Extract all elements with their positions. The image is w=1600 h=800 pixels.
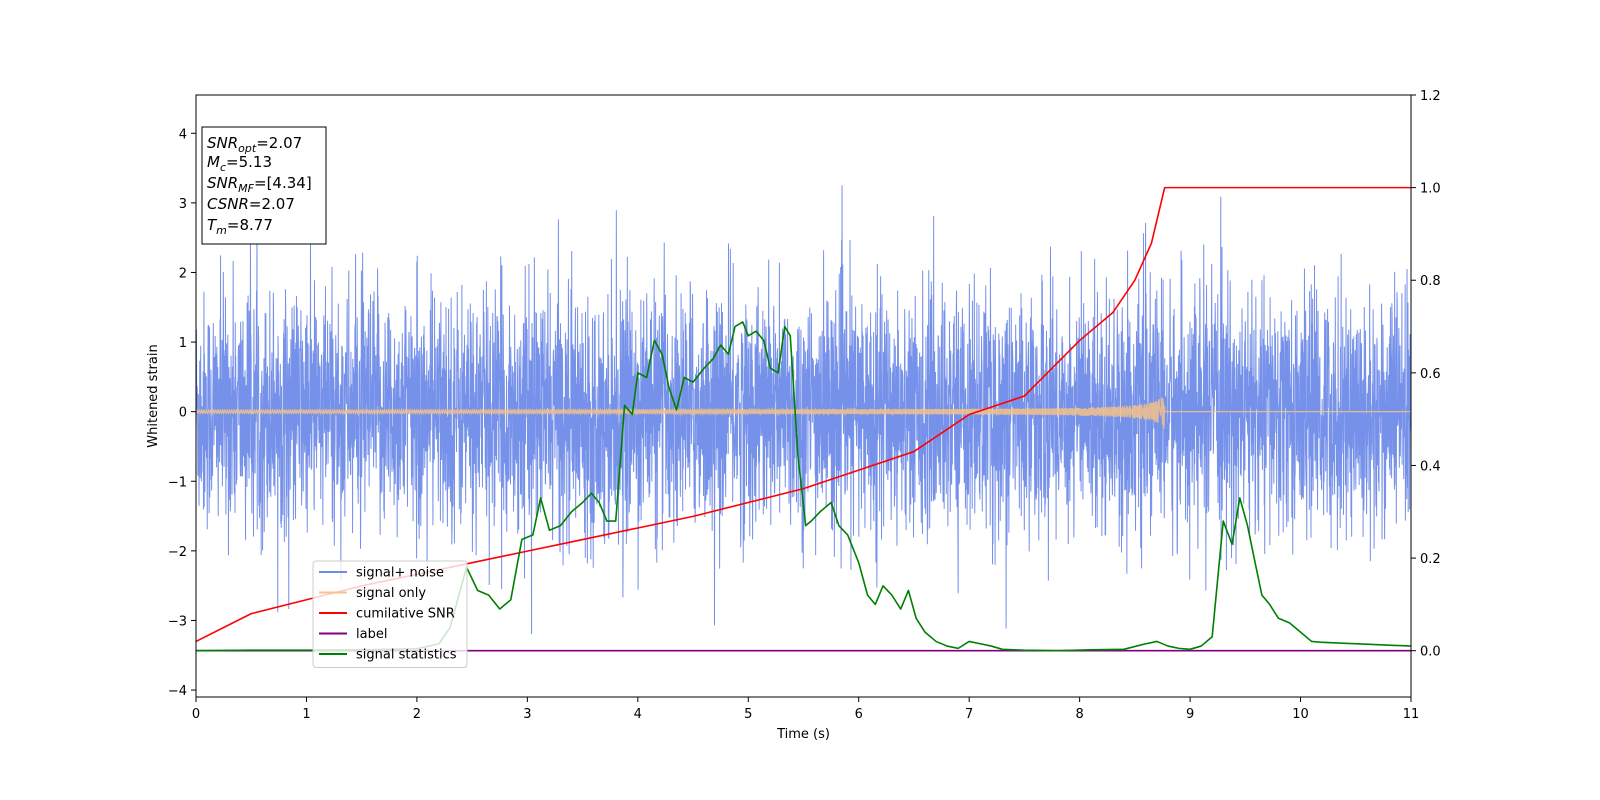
y-left-tick-label: −3 [168,614,187,629]
plot-frame [195,94,1412,698]
y-axis-left: −4 −3 −2 −1 0 1 2 3 4 [168,127,196,699]
y-left-tick-label: 4 [179,127,187,142]
x-axis-label: Time (s) [776,727,830,742]
signal-only-series-layer [195,397,1411,429]
x-tick-label: 9 [1186,707,1194,722]
legend-entry-label: label [356,627,387,642]
annotation-line: CSNR=2.07 [207,195,295,213]
x-tick-label: 10 [1292,707,1309,722]
x-tick-label: 11 [1403,707,1420,722]
y-left-tick-label: 3 [179,197,187,212]
annotation-line: Mc=5.13 [207,153,272,174]
x-tick-label: 1 [302,707,310,722]
annotation-line: SNRopt=2.07 [207,134,302,155]
x-tick-label: 5 [744,707,752,722]
x-tick-label: 4 [634,707,642,722]
x-tick-label: 3 [523,707,531,722]
series-signal-only [195,397,1411,429]
x-tick-label: 0 [192,707,200,722]
y-axis-label: Whitened strain [146,344,161,447]
x-tick-label: 8 [1075,707,1083,722]
y-left-tick-label: −4 [168,684,187,699]
legend: signal+ noise signal only cumilative SNR la… [312,560,468,668]
y-left-tick-label: 0 [179,406,187,421]
y-left-tick-label: 1 [179,336,187,351]
x-tick-label: 2 [413,707,421,722]
y-axis-right: 0.0 0.2 0.4 0.6 0.8 1.0 1.2 [1411,89,1441,660]
x-tick-label: 6 [855,707,863,722]
y-right-tick-label: 0.4 [1420,459,1441,474]
annotation-line: Tm=8.77 [207,216,273,237]
noise-series-layer [195,185,1412,635]
legend-frame [312,560,468,668]
annotation-line: SNRMF=[4.34] [207,174,312,195]
y-left-tick-label: −1 [168,475,187,490]
y-right-tick-label: 0.0 [1420,645,1441,660]
annotation-frame [201,126,327,245]
y-right-tick-label: 1.0 [1420,182,1441,197]
legend-entry-label: cumilative SNR [356,607,455,622]
y-right-tick-label: 0.6 [1420,367,1441,382]
legend-entry-label: signal only [356,586,426,601]
y-right-tick-label: 0.8 [1420,274,1441,289]
y-right-tick-label: 1.2 [1420,89,1441,104]
x-tick-label: 7 [965,707,973,722]
series-signal-statistics [195,321,1412,652]
y-right-tick-label: 0.2 [1420,552,1441,567]
legend-entry-label: signal statistics [356,648,457,663]
legend-entry-label: signal+ noise [356,566,444,581]
y-left-tick-label: −2 [168,545,187,560]
series-signal-noise [195,185,1412,635]
y-left-tick-label: 2 [179,266,187,281]
x-axis: 0 1 2 3 4 5 6 7 8 9 10 11 [192,697,1419,722]
